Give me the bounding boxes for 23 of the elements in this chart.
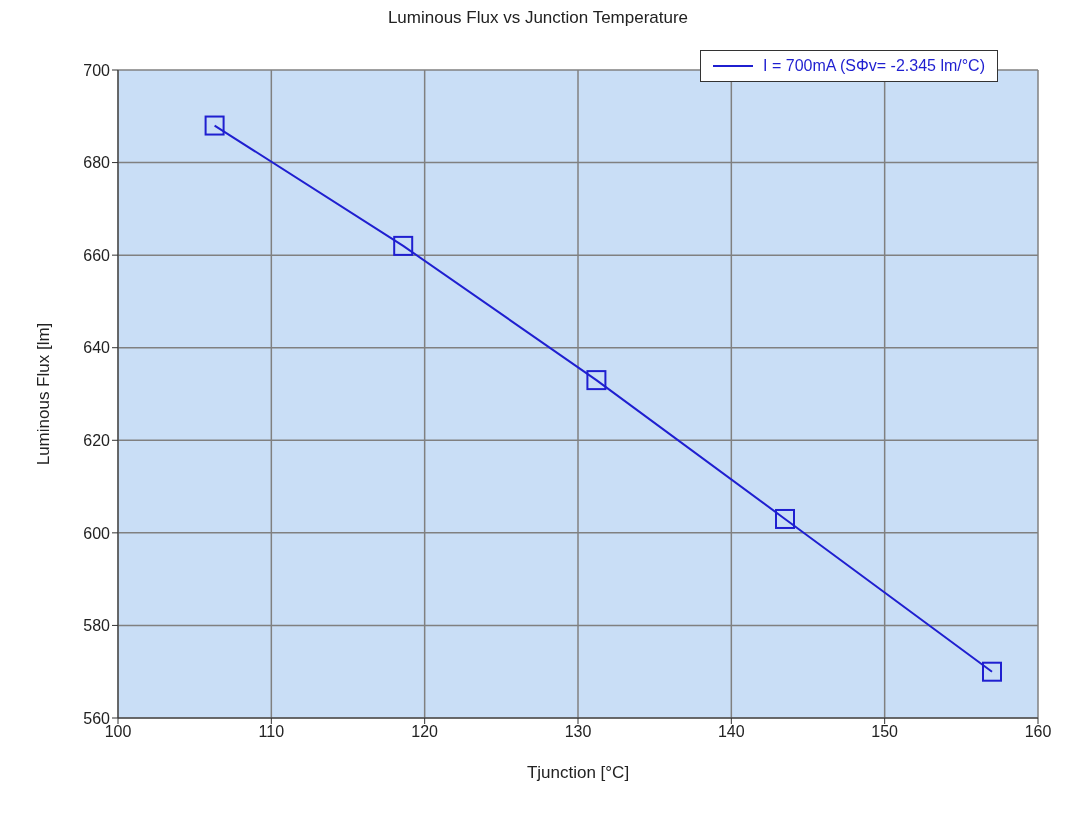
y-tick-label: 620	[83, 431, 111, 449]
y-tick-label: 700	[83, 61, 111, 79]
y-tick-label: 680	[83, 154, 111, 172]
x-tick-label: 140	[717, 723, 745, 741]
y-axis-title: Luminous Flux [lm]	[34, 322, 54, 466]
chart-title: Luminous Flux vs Junction Temperature	[386, 8, 690, 28]
x-tick-label: 160	[1024, 723, 1052, 741]
x-tick-label: 150	[871, 723, 899, 741]
x-axis-title: Tjunction [°C]	[526, 763, 630, 782]
point	[393, 235, 414, 256]
point	[775, 508, 795, 529]
y-tick-label: 580	[83, 617, 111, 635]
x-tick-label: 130	[564, 723, 592, 741]
x-tick-label: 100	[104, 723, 132, 741]
y-tick-label: 600	[83, 524, 111, 542]
legend-label: I = 700mA (SΦv= -2.345 lm/°C)	[763, 57, 985, 75]
x-tick-label: 120	[411, 723, 439, 741]
x-tick-label: 110	[258, 723, 285, 741]
point	[586, 370, 607, 391]
y-tick-label: 640	[83, 339, 111, 357]
point	[204, 115, 225, 136]
y-tick-label: 660	[83, 246, 111, 264]
point	[982, 661, 1002, 682]
